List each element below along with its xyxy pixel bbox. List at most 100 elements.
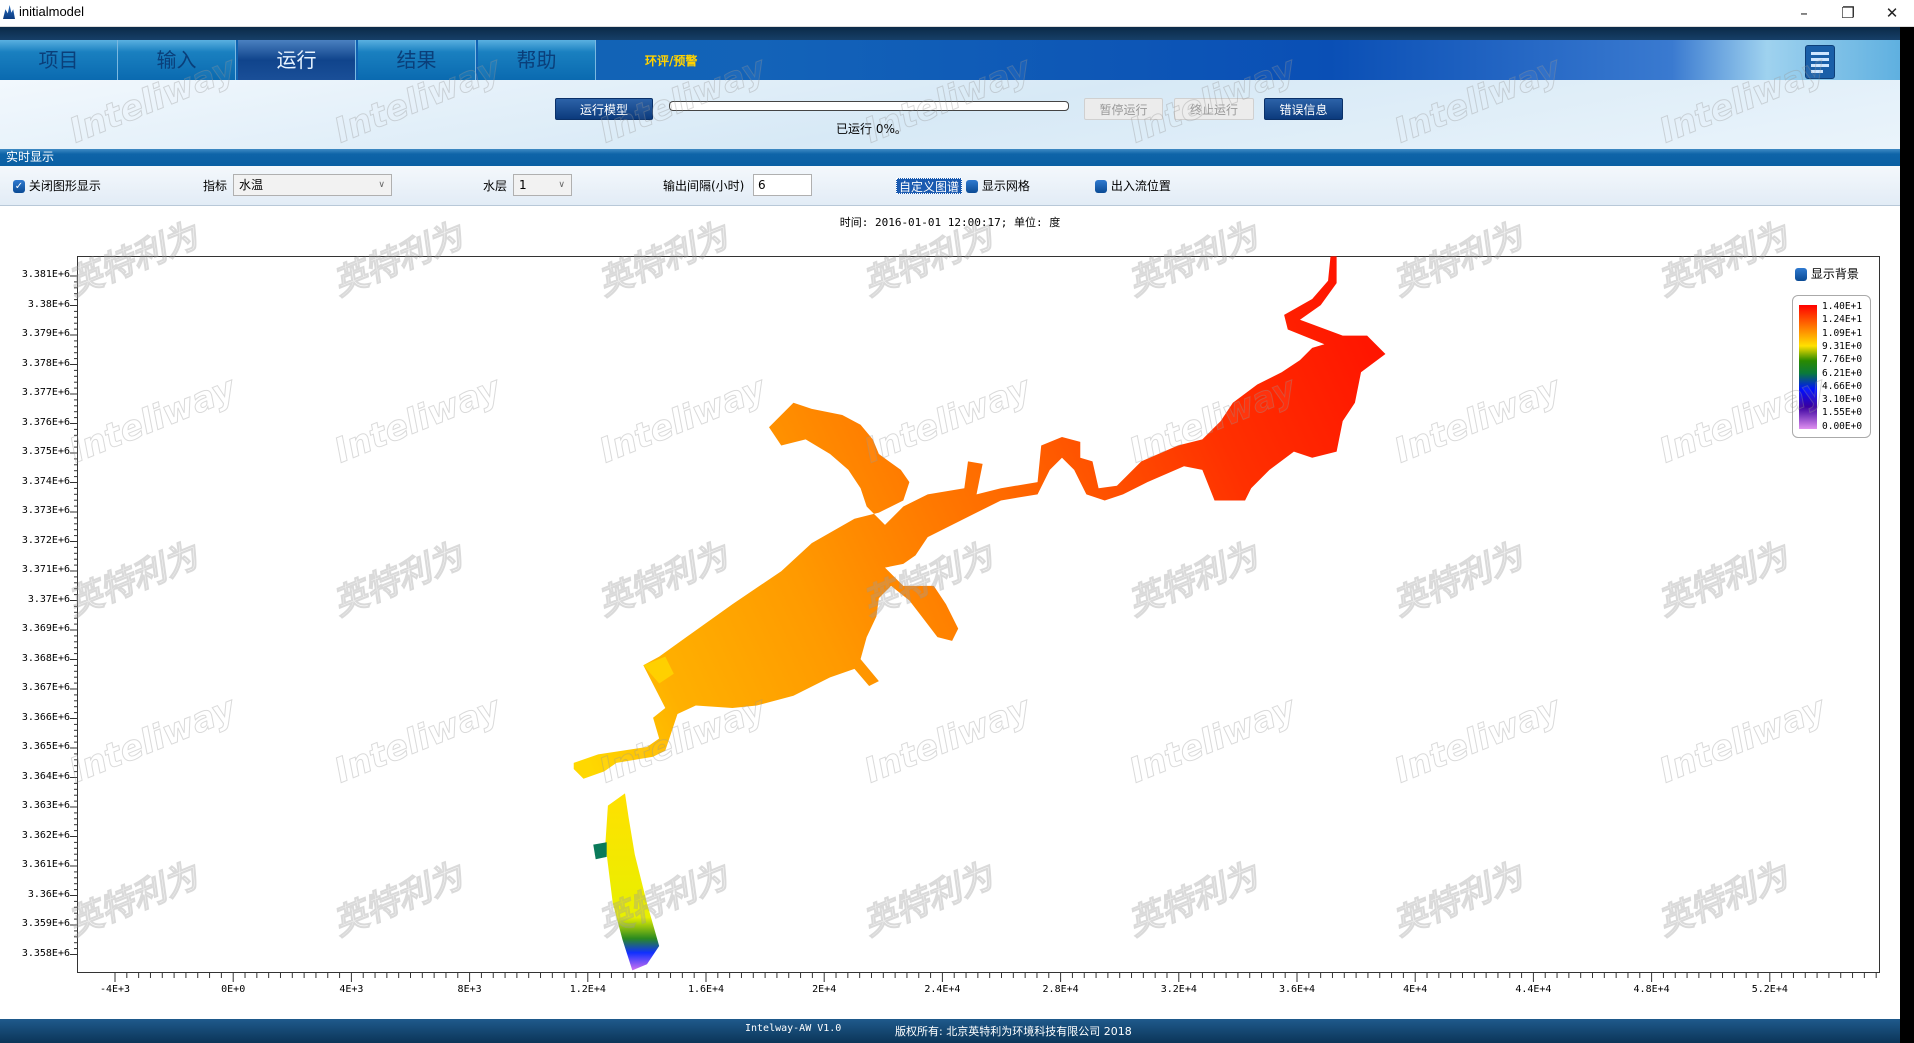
y-tick-label: 3.361E+6 bbox=[21, 859, 70, 870]
document-edit-icon[interactable] bbox=[1805, 45, 1835, 79]
color-legend: 1.40E+1 1.24E+1 1.09E+1 9.31E+0 7.76E+0 6.21E… bbox=[1792, 295, 1871, 438]
indicator-value: 水温 bbox=[239, 178, 264, 192]
checkbox-unchecked-icon bbox=[1095, 180, 1107, 193]
window-edge bbox=[1900, 27, 1914, 1043]
x-tick-label: 4E+3 bbox=[339, 984, 364, 995]
chevron-down-icon: ∨ bbox=[558, 180, 565, 190]
x-tick-label: 2.4E+4 bbox=[924, 984, 961, 995]
stop-run-button[interactable]: 终止运行 bbox=[1174, 98, 1254, 120]
x-tick-label: 2.8E+4 bbox=[1042, 984, 1079, 995]
time-unit-text: 时间: 2016-01-01 12:00:17; 单位: 度 bbox=[839, 216, 1061, 229]
x-tick-label: -4E+3 bbox=[99, 984, 131, 995]
y-tick-label: 3.373E+6 bbox=[21, 505, 70, 516]
color-scale-bar bbox=[1799, 305, 1817, 429]
y-tick-label: 3.368E+6 bbox=[21, 652, 70, 664]
checkbox-unchecked-icon bbox=[966, 180, 978, 193]
x-tick-label: 5.2E+4 bbox=[1751, 984, 1788, 995]
window-title: initialmodel bbox=[19, 4, 85, 19]
y-tick-label: 3.363E+6 bbox=[21, 800, 70, 811]
title-bar: initialmodel – ❐ ✕ bbox=[0, 0, 1914, 27]
display-controls: ✓ 关闭图形显示 指标 水温 ∨ 水层 1 ∨ 输出间隔(小时) 6 自定义图谱 显… bbox=[0, 166, 1900, 206]
indicator-select[interactable]: 水温 ∨ bbox=[233, 174, 392, 196]
tab-help[interactable]: 帮助 bbox=[478, 40, 596, 80]
y-tick-label: 3.362E+6 bbox=[21, 829, 70, 841]
inout-position-label: 出入流位置 bbox=[1110, 179, 1171, 193]
x-tick-label: 3.6E+4 bbox=[1278, 984, 1316, 995]
x-tick-label: 2E+4 bbox=[812, 984, 837, 995]
y-tick-label: 3.365E+6 bbox=[21, 741, 70, 752]
colorbar-label: 6.21E+0 bbox=[1822, 367, 1863, 379]
restore-button[interactable]: ❐ bbox=[1841, 4, 1855, 22]
tab-run[interactable]: 运行 bbox=[238, 40, 356, 80]
inout-position-checkbox[interactable]: 出入流位置 bbox=[1095, 166, 1171, 206]
minimize-button[interactable]: – bbox=[1800, 4, 1808, 22]
copyright-text: 版权所有: 北京英特利为环境科技有限公司 2018 bbox=[895, 1025, 1132, 1038]
tab-input[interactable]: 输入 bbox=[118, 40, 236, 80]
show-grid-label: 显示网格 bbox=[981, 179, 1030, 193]
y-tick-label: 3.378E+6 bbox=[21, 357, 70, 369]
y-tick-label: 3.369E+6 bbox=[21, 623, 70, 634]
y-tick-label: 3.37E+6 bbox=[27, 593, 70, 605]
layer-select[interactable]: 1 ∨ bbox=[513, 174, 572, 196]
plot-area[interactable] bbox=[77, 256, 1880, 973]
river-south-reach bbox=[594, 793, 660, 971]
y-tick-label: 3.366E+6 bbox=[21, 711, 70, 723]
y-tick-label: 3.358E+6 bbox=[21, 947, 70, 959]
colorbar-label: 1.40E+1 bbox=[1822, 301, 1863, 312]
x-tick-label: 0E+0 bbox=[221, 984, 246, 995]
y-tick-label: 3.38E+6 bbox=[27, 298, 70, 310]
y-tick-label: 3.379E+6 bbox=[21, 328, 70, 339]
show-background-checkbox[interactable]: 显示背景 bbox=[1795, 265, 1859, 282]
custom-spectrum-button[interactable]: 自定义图谱 bbox=[896, 178, 963, 194]
checkbox-checked-icon: ✓ bbox=[13, 180, 25, 193]
section-title: 实时显示 bbox=[0, 149, 1900, 166]
layer-value: 1 bbox=[519, 178, 527, 192]
interval-label: 输出间隔(小时) bbox=[663, 179, 745, 193]
colorbar-label: 9.31E+0 bbox=[1822, 340, 1863, 352]
x-tick-label: 8E+3 bbox=[457, 984, 482, 995]
y-tick-label: 3.372E+6 bbox=[21, 534, 70, 546]
run-toolbar: 运行模型 已运行 0%。 暂停运行 终止运行 错误信息 bbox=[0, 80, 1900, 149]
y-tick-label: 3.376E+6 bbox=[21, 416, 70, 428]
indicator-label: 指标 bbox=[203, 179, 228, 193]
show-grid-checkbox[interactable]: 显示网格 bbox=[966, 166, 1030, 206]
version-text: Intelway-AW V1.0 bbox=[745, 1023, 842, 1034]
y-tick-label: 3.377E+6 bbox=[21, 387, 70, 398]
y-tick-label: 3.359E+6 bbox=[21, 918, 70, 929]
colorbar-label: 3.10E+0 bbox=[1822, 394, 1863, 406]
checkbox-unchecked-icon bbox=[1795, 268, 1807, 281]
close-button[interactable]: ✕ bbox=[1885, 4, 1899, 22]
run-model-button[interactable]: 运行模型 bbox=[555, 98, 653, 120]
y-tick-label: 3.375E+6 bbox=[21, 446, 70, 457]
x-tick-label: 1.2E+4 bbox=[569, 984, 606, 995]
y-tick-label: 3.381E+6 bbox=[21, 269, 70, 280]
x-tick-label: 1.6E+4 bbox=[687, 984, 725, 995]
header-band bbox=[0, 27, 1900, 40]
pause-run-button[interactable]: 暂停运行 bbox=[1084, 98, 1163, 120]
colorbar-label: 0.00E+0 bbox=[1822, 420, 1863, 432]
river-south-cell-teal bbox=[593, 842, 607, 860]
y-tick-label: 3.374E+6 bbox=[21, 475, 70, 487]
run-progress-bar bbox=[669, 101, 1069, 111]
error-info-button[interactable]: 错误信息 bbox=[1264, 98, 1343, 120]
close-graphics-label: 关闭图形显示 bbox=[28, 179, 101, 193]
x-tick-label: 4.8E+4 bbox=[1633, 984, 1670, 995]
eia-warning-link[interactable]: 环评/预警 bbox=[645, 54, 698, 68]
colorbar-label: 4.66E+0 bbox=[1822, 380, 1863, 392]
y-tick-label: 3.364E+6 bbox=[21, 770, 70, 782]
interval-input[interactable]: 6 bbox=[753, 174, 812, 196]
colorbar-label: 1.55E+0 bbox=[1822, 407, 1863, 419]
tab-results[interactable]: 结果 bbox=[358, 40, 476, 80]
show-background-label: 显示背景 bbox=[1810, 267, 1859, 281]
colorbar-label: 1.09E+1 bbox=[1822, 327, 1863, 339]
x-tick-label: 4E+4 bbox=[1403, 984, 1428, 995]
main-nav: 项目 输入 运行 结果 帮助 环评/预警 bbox=[0, 40, 1900, 80]
river-west-tip bbox=[643, 656, 674, 684]
layer-label: 水层 bbox=[483, 179, 508, 193]
close-graphics-checkbox[interactable]: ✓ 关闭图形显示 bbox=[13, 166, 101, 206]
y-tick-label: 3.36E+6 bbox=[27, 888, 70, 900]
tab-project[interactable]: 项目 bbox=[0, 40, 118, 80]
river-main-reach bbox=[573, 256, 1386, 779]
